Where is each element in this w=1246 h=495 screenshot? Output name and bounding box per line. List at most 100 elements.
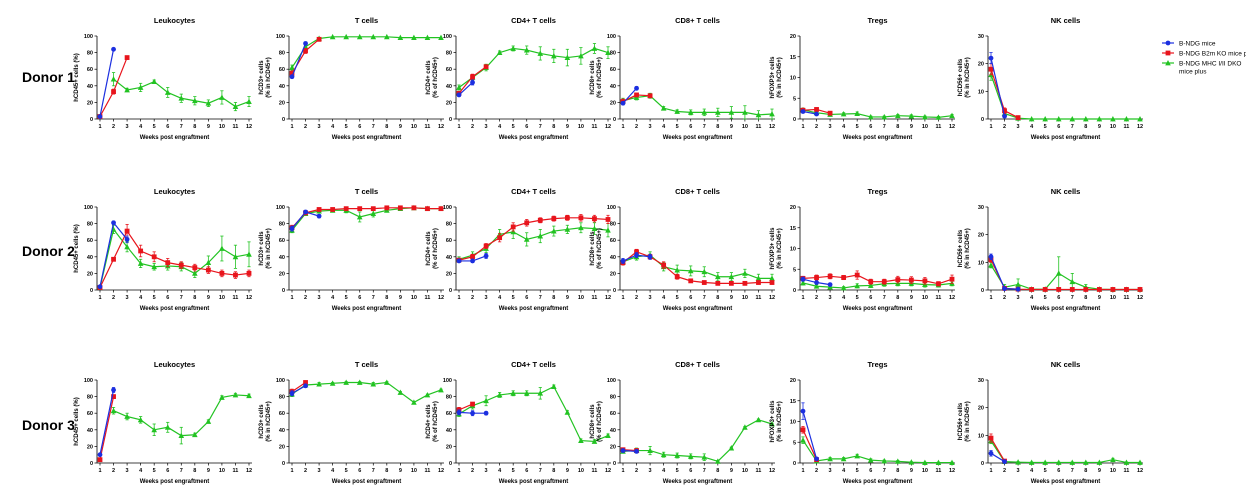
panel-title: Tregs [867, 360, 887, 369]
x-tick-label: 6 [166, 468, 169, 474]
data-point [470, 401, 475, 407]
x-tick-label: 6 [1057, 295, 1060, 301]
series-line [990, 264, 1140, 291]
panel-title: CD4+ T cells [511, 16, 556, 25]
x-tick-label: 1 [801, 295, 804, 301]
x-tick-label: 3 [829, 124, 832, 130]
y-tick-label: 20 [446, 444, 452, 450]
data-point [755, 275, 762, 281]
data-point [1055, 116, 1062, 122]
y-axis-label: hCD45+ cells (%) [74, 397, 80, 446]
data-point [1123, 116, 1130, 122]
data-point [523, 236, 530, 242]
y-tick-label: 5 [793, 440, 796, 446]
y-tick-label: 15 [790, 399, 796, 405]
x-tick-label: 12 [438, 124, 444, 130]
x-tick-label: 8 [193, 468, 196, 474]
panel-title: CD8+ T cells [675, 187, 720, 196]
data-point [814, 275, 819, 280]
data-point [867, 457, 874, 463]
x-tick-label: 12 [1137, 468, 1143, 474]
x-tick-label: 1 [989, 468, 992, 474]
data-point [728, 273, 735, 280]
data-point [289, 64, 295, 70]
x-axis-label: Weeks post engraftment [663, 479, 733, 485]
x-tick-label: 1 [801, 124, 804, 130]
data-point [219, 245, 225, 251]
y-axis-label: (% in hCD45+) [965, 401, 971, 442]
series-b-ndg-mice [456, 79, 475, 98]
x-tick-label: 9 [1098, 124, 1101, 130]
series-b-ndg-b2m-ko-mice-plus [97, 55, 130, 119]
x-tick-label: 10 [1110, 468, 1116, 474]
x-tick-label: 2 [815, 295, 818, 301]
x-tick-label: 12 [769, 124, 775, 130]
data-point [881, 279, 887, 285]
data-point [634, 448, 639, 454]
x-tick-label: 5 [1044, 124, 1047, 130]
panel-title: Tregs [867, 187, 887, 196]
y-tick-label: 20 [790, 378, 796, 384]
x-tick-label: 2 [471, 124, 474, 130]
y-axis-label: (% in hCD45+) [965, 228, 971, 269]
series-line [990, 57, 1006, 117]
y-tick-label: 40 [279, 255, 285, 261]
x-tick-label: 10 [411, 468, 417, 474]
y-tick-label: 20 [446, 100, 452, 106]
data-point [537, 390, 544, 396]
data-point [687, 453, 694, 459]
data-point [178, 95, 185, 101]
y-tick-label: 40 [87, 255, 93, 261]
data-point [1029, 287, 1035, 292]
data-point [715, 280, 721, 286]
x-axis-label: Weeks post engraftment [140, 135, 210, 141]
donor-label-3: Donor 3 [22, 417, 75, 433]
data-point [814, 456, 819, 462]
x-tick-label: 3 [1017, 468, 1020, 474]
series-b-ndg-mice [800, 109, 819, 117]
x-tick-label: 4 [1030, 295, 1034, 301]
data-point [769, 111, 775, 117]
x-tick-label: 2 [304, 295, 307, 301]
data-point [370, 33, 377, 40]
y-axis-label: hCD3+ cells [259, 231, 265, 266]
data-point [411, 205, 417, 211]
y-axis-label: (% in hCD45+) [266, 401, 272, 442]
x-tick-label: 11 [756, 468, 762, 474]
x-tick-label: 5 [856, 124, 859, 130]
x-axis-label: Weeks post engraftment [1031, 479, 1101, 485]
panel-title: CD8+ T cells [675, 360, 720, 369]
data-point [988, 55, 994, 61]
x-tick-label: 4 [331, 295, 335, 301]
panel-title: CD8+ T cells [675, 16, 720, 25]
y-tick-label: 0 [282, 288, 285, 294]
series-b-ndg-b2m-ko-mice-plus [97, 224, 252, 290]
y-tick-label: 0 [90, 288, 93, 294]
series-line [458, 227, 609, 260]
data-point [661, 262, 667, 268]
x-tick-label: 5 [512, 124, 515, 130]
y-axis-label: (% of hCD45+) [597, 401, 603, 442]
data-point [456, 258, 462, 264]
data-point [742, 280, 748, 286]
x-tick-label: 8 [385, 295, 388, 301]
data-point [124, 86, 130, 93]
y-tick-label: 0 [449, 117, 452, 123]
x-tick-label: 6 [525, 468, 528, 474]
y-tick-label: 40 [279, 84, 285, 90]
data-point [813, 283, 820, 289]
data-point [1069, 287, 1075, 292]
y-tick-label: 20 [87, 100, 93, 106]
x-tick-label: 8 [896, 468, 899, 474]
x-tick-label: 10 [578, 468, 584, 474]
y-axis-label: (% of hCD45+) [597, 57, 603, 98]
y-tick-label: 0 [90, 461, 93, 467]
x-tick-label: 1 [989, 124, 992, 130]
x-axis-label: Weeks post engraftment [1031, 306, 1101, 312]
